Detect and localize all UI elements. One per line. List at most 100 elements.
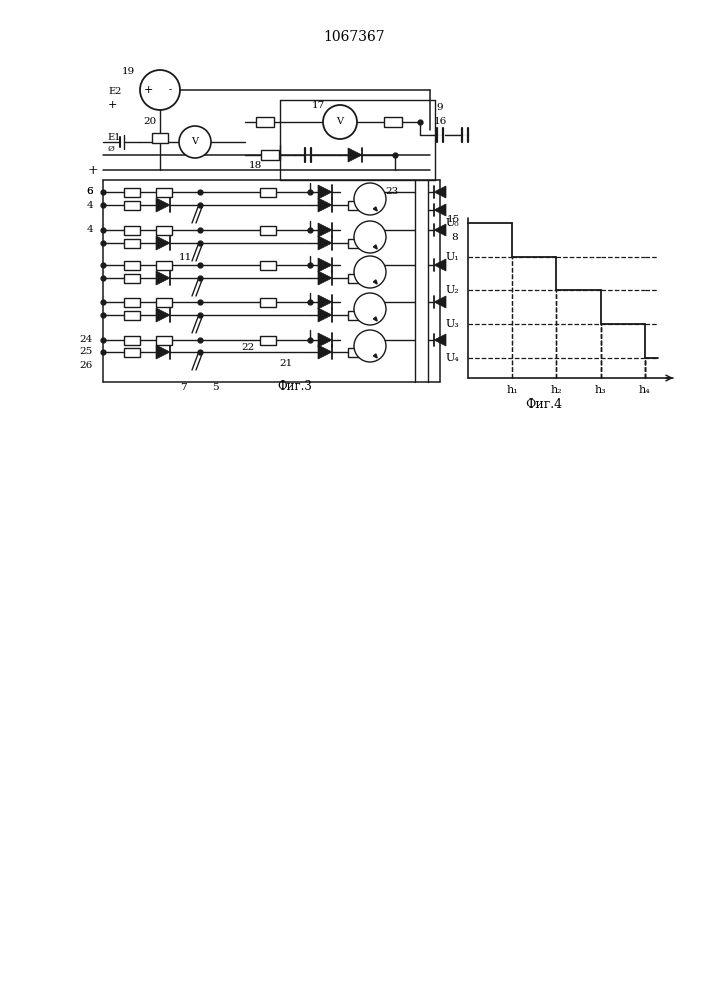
Text: 26: 26 (80, 361, 93, 370)
Bar (124, 273, 140, 282)
Bar (156, 298, 172, 306)
Bar (124, 188, 140, 196)
Polygon shape (156, 345, 170, 359)
Polygon shape (373, 317, 378, 321)
Bar (156, 226, 172, 234)
Polygon shape (318, 236, 332, 250)
Text: +: + (144, 85, 153, 95)
Circle shape (323, 105, 357, 139)
Polygon shape (434, 186, 446, 198)
Polygon shape (156, 236, 170, 250)
Bar (124, 336, 140, 344)
Bar (124, 226, 140, 234)
Bar (348, 310, 364, 320)
Text: 8: 8 (452, 233, 458, 242)
Bar (124, 238, 140, 247)
Polygon shape (318, 271, 332, 285)
Bar (152, 133, 168, 143)
Text: 4: 4 (86, 226, 93, 234)
Polygon shape (156, 271, 170, 285)
Text: Ø: Ø (108, 145, 115, 153)
Text: 5: 5 (211, 382, 218, 391)
Bar (261, 150, 279, 160)
Circle shape (354, 221, 386, 253)
Polygon shape (373, 207, 378, 211)
Text: 24: 24 (80, 336, 93, 344)
Text: +: + (88, 163, 98, 176)
Text: V: V (192, 137, 199, 146)
Circle shape (179, 126, 211, 158)
Text: U₂: U₂ (445, 285, 459, 295)
Text: 9: 9 (437, 104, 443, 112)
Bar (156, 336, 172, 344)
Polygon shape (156, 308, 170, 322)
Text: 20: 20 (144, 116, 157, 125)
Text: 1067367: 1067367 (323, 30, 385, 44)
Text: 6: 6 (86, 188, 93, 196)
Polygon shape (318, 223, 332, 237)
Text: V: V (337, 117, 344, 126)
Bar (384, 117, 402, 127)
Polygon shape (434, 224, 446, 236)
Bar (260, 298, 276, 306)
Text: U₄: U₄ (445, 353, 459, 363)
Polygon shape (434, 334, 446, 346)
Text: 19: 19 (122, 68, 134, 77)
Polygon shape (318, 345, 332, 359)
Text: h₂: h₂ (551, 385, 562, 395)
Polygon shape (373, 354, 378, 358)
Text: U₁: U₁ (445, 252, 459, 262)
Text: h₄: h₄ (639, 385, 650, 395)
Bar (124, 298, 140, 306)
Polygon shape (373, 280, 378, 284)
Circle shape (140, 70, 180, 110)
Polygon shape (318, 333, 332, 347)
Text: +: + (108, 100, 117, 110)
Text: Фиг.4: Фиг.4 (525, 398, 563, 412)
Bar (260, 336, 276, 344)
Text: 25: 25 (80, 348, 93, 357)
Text: E1: E1 (107, 132, 120, 141)
Bar (260, 260, 276, 269)
Bar (348, 200, 364, 210)
Bar (124, 260, 140, 269)
Polygon shape (318, 185, 332, 199)
Bar (348, 348, 364, 357)
Circle shape (354, 183, 386, 215)
Text: 17: 17 (311, 101, 325, 109)
Bar (124, 200, 140, 210)
Text: 15: 15 (446, 216, 460, 225)
Polygon shape (318, 198, 332, 212)
Polygon shape (434, 296, 446, 308)
Polygon shape (156, 198, 170, 212)
Polygon shape (434, 204, 446, 216)
Text: 7: 7 (180, 382, 187, 391)
Polygon shape (318, 258, 332, 272)
Text: U₃: U₃ (445, 319, 459, 329)
Text: 18: 18 (248, 160, 262, 169)
Text: E2: E2 (108, 87, 122, 96)
Text: 21: 21 (279, 360, 293, 368)
Text: 16: 16 (433, 117, 447, 126)
Bar (256, 117, 274, 127)
Circle shape (354, 293, 386, 325)
Bar (260, 188, 276, 196)
Polygon shape (373, 245, 378, 249)
Text: 11: 11 (178, 253, 192, 262)
Text: h₃: h₃ (595, 385, 607, 395)
Text: h₁: h₁ (506, 385, 518, 395)
Bar (124, 310, 140, 320)
Bar (348, 238, 364, 247)
Polygon shape (318, 308, 332, 322)
Bar (348, 273, 364, 282)
Polygon shape (318, 295, 332, 309)
Text: 6: 6 (86, 188, 93, 196)
Bar (124, 348, 140, 357)
Text: -: - (168, 86, 172, 95)
Text: U₀: U₀ (445, 218, 459, 228)
Text: 4: 4 (86, 200, 93, 210)
Circle shape (354, 256, 386, 288)
Circle shape (354, 330, 386, 362)
Polygon shape (348, 148, 362, 162)
Text: 23: 23 (385, 186, 399, 196)
